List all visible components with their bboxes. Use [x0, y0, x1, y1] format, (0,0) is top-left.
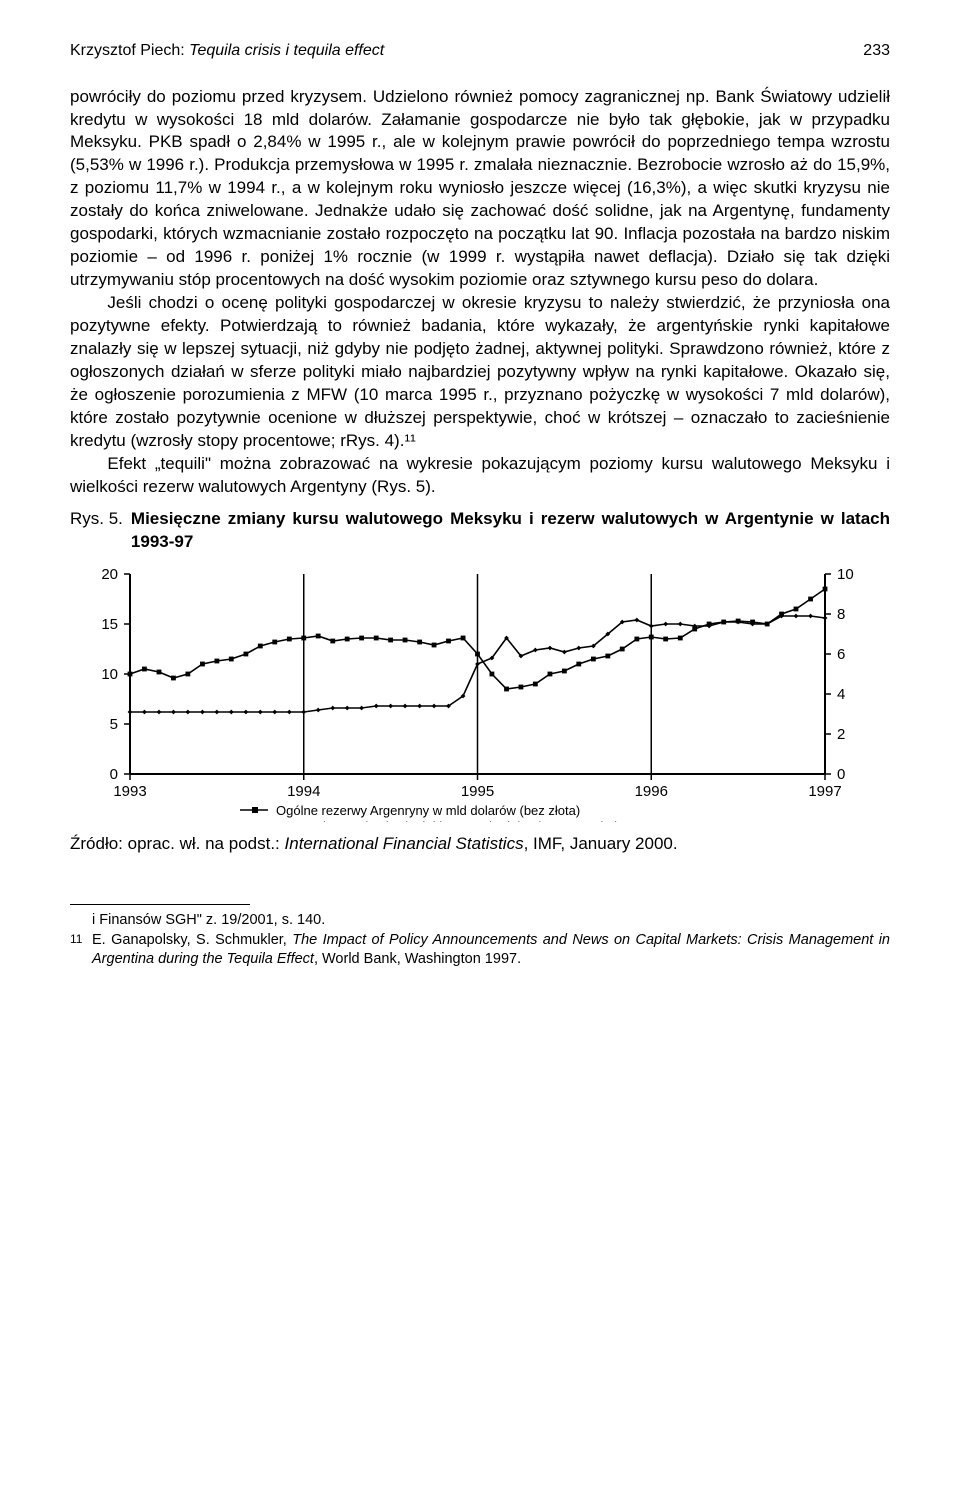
- footnote-11-body: E. Ganapolsky, S. Schmukler, The Impact …: [92, 931, 890, 970]
- footnote-11-a: E. Ganapolsky, S. Schmukler,: [92, 932, 292, 948]
- footnote-separator: [70, 904, 250, 905]
- source-italic: International Financial Statistics: [285, 834, 524, 853]
- paragraph-3: Efekt „tequili" można zobrazować na wykr…: [70, 453, 890, 499]
- svg-text:1995: 1995: [461, 783, 494, 800]
- figure-5-block: Rys. 5. Miesięczne zmiany kursu walutowe…: [70, 508, 890, 829]
- source-suffix: , IMF, January 2000.: [524, 834, 678, 853]
- header-left: Krzysztof Piech: Tequila crisis i tequil…: [70, 40, 384, 62]
- chart-container: 0 5 10 15 20 0 2 4 6 8 10 1993 1994 1995 1996 1997 Ogóln…: [70, 562, 890, 829]
- footnote-num-empty: [70, 911, 92, 931]
- svg-text:2: 2: [837, 726, 845, 743]
- footnote-11-num: 11: [70, 931, 92, 970]
- svg-text:1993: 1993: [113, 783, 146, 800]
- svg-text:0: 0: [837, 766, 845, 783]
- svg-text:15: 15: [101, 616, 118, 633]
- source-prefix: Źródło: oprac. wł. na podst.:: [70, 834, 280, 853]
- figure-title: Miesięczne zmiany kursu walutowego Meksy…: [131, 508, 890, 554]
- svg-text:Kurs walutowy (meksykańskie pe: Kurs walutowy (meksykańskie peso do dola…: [276, 819, 625, 822]
- svg-text:Ogólne rezerwy Argenryny w mld: Ogólne rezerwy Argenryny w mld dolarów (…: [276, 803, 580, 818]
- figure-caption-row: Rys. 5. Miesięczne zmiany kursu walutowe…: [70, 508, 890, 554]
- paragraph-1: powróciły do poziomu przed kryzysem. Udz…: [70, 86, 890, 292]
- paragraph-2: Jeśli chodzi o ocenę polityki gospodarcz…: [70, 292, 890, 453]
- svg-text:8: 8: [837, 606, 845, 623]
- svg-text:10: 10: [101, 666, 118, 683]
- page-number: 233: [863, 40, 890, 62]
- footnote-cont-body: i Finansów SGH" z. 19/2001, s. 140.: [92, 911, 890, 931]
- svg-text:4: 4: [837, 686, 845, 703]
- footnote-continuation: i Finansów SGH" z. 19/2001, s. 140.: [70, 911, 890, 931]
- svg-text:5: 5: [110, 716, 118, 733]
- page-header: Krzysztof Piech: Tequila crisis i tequil…: [70, 40, 890, 62]
- svg-text:1996: 1996: [635, 783, 668, 800]
- header-title: Tequila crisis i tequila effect: [189, 42, 384, 59]
- svg-text:6: 6: [837, 646, 845, 663]
- svg-text:1994: 1994: [287, 783, 320, 800]
- footnotes-block: i Finansów SGH" z. 19/2001, s. 140. 11 E…: [70, 911, 890, 970]
- footnote-11-c: , World Bank, Washington 1997.: [314, 951, 521, 967]
- line-chart: 0 5 10 15 20 0 2 4 6 8 10 1993 1994 1995 1996 1997 Ogóln…: [70, 562, 890, 822]
- svg-text:0: 0: [110, 766, 118, 783]
- svg-text:10: 10: [837, 566, 854, 583]
- header-author: Krzysztof Piech:: [70, 42, 185, 59]
- footnote-11: 11 E. Ganapolsky, S. Schmukler, The Impa…: [70, 931, 890, 970]
- svg-text:1997: 1997: [808, 783, 841, 800]
- svg-text:20: 20: [101, 566, 118, 583]
- figure-source: Źródło: oprac. wł. na podst.: Internatio…: [70, 833, 890, 856]
- figure-label: Rys. 5.: [70, 508, 123, 531]
